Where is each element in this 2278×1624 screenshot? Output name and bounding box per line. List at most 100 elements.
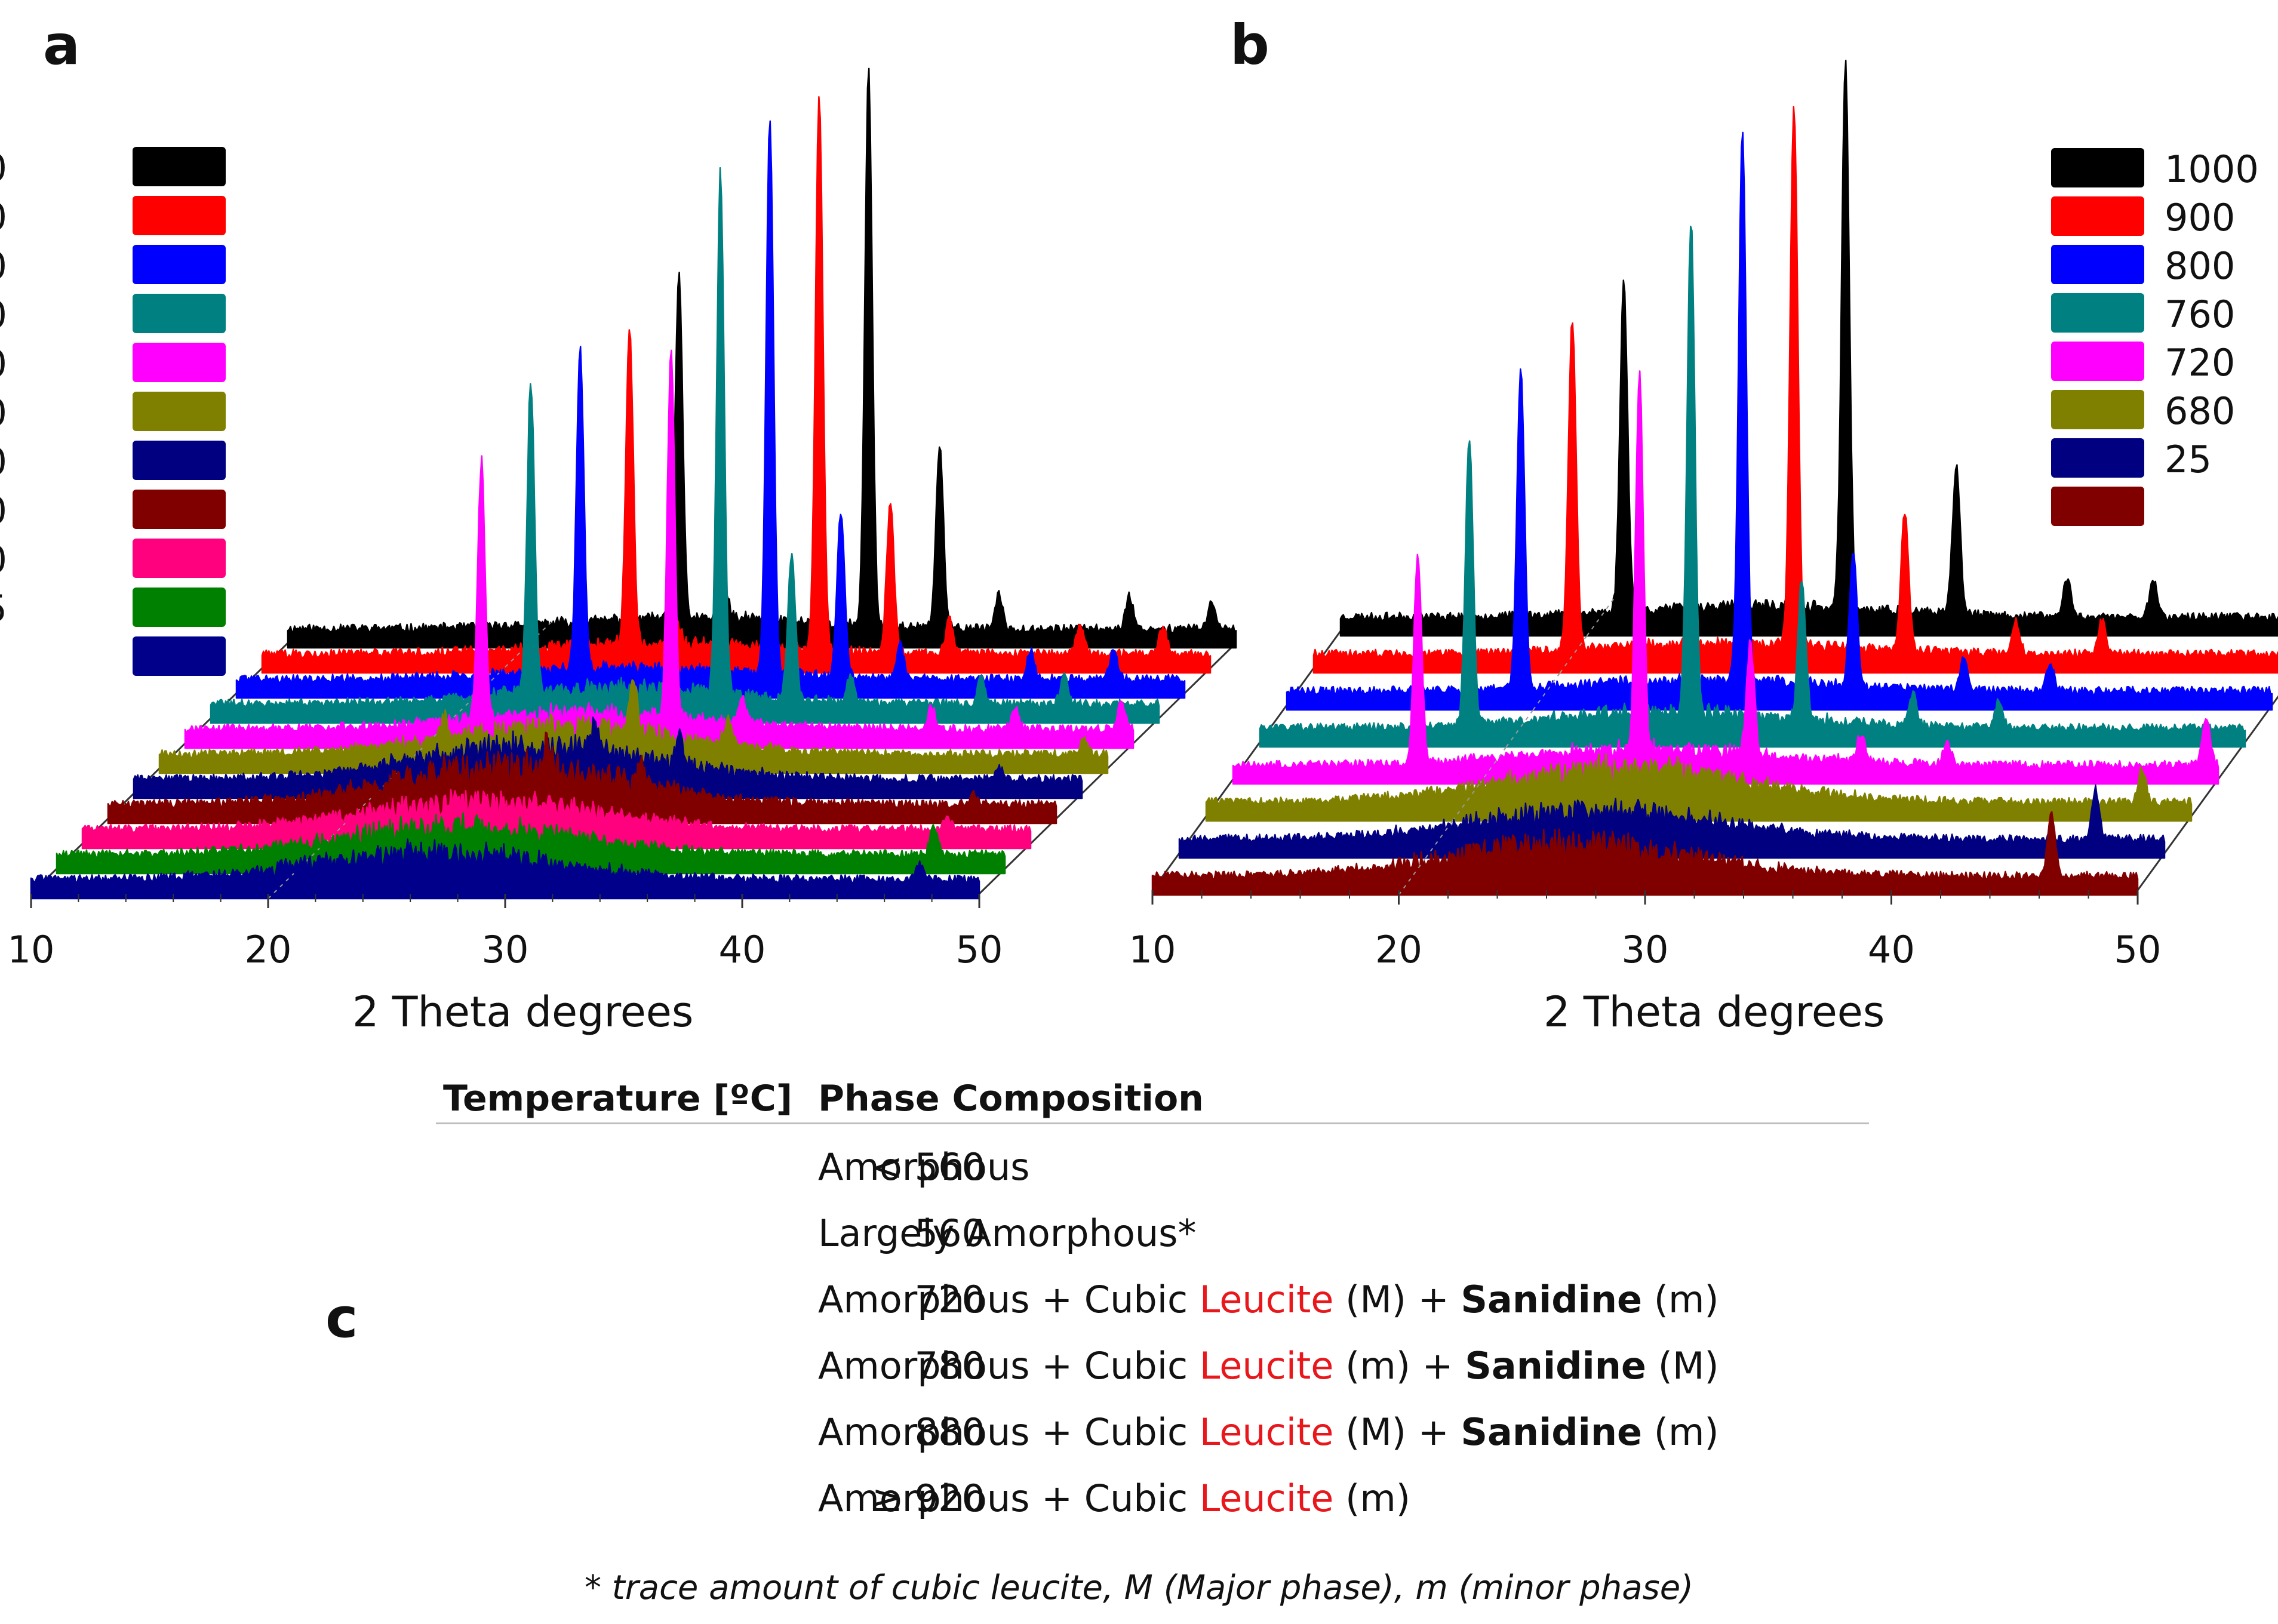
phase-segment: (M) +	[1333, 1278, 1461, 1321]
column-header-temperature: Temperature [ºC]	[443, 1078, 793, 1119]
legend-swatch	[2051, 245, 2144, 284]
legend-label: 1000	[0, 196, 7, 239]
series-trace-front	[1151, 811, 2139, 896]
series-trace-1000	[261, 96, 1212, 674]
series-trace-720	[1232, 370, 2219, 785]
phase-segment: (m)	[1333, 1477, 1410, 1520]
phase-segment: Sanidine	[1465, 1344, 1646, 1388]
x-tick-label: 40	[1868, 928, 1915, 971]
phase-segment: Leucite	[1199, 1344, 1334, 1388]
legend-swatch	[133, 636, 226, 676]
phase-cell: Largely Amorphous*	[818, 1207, 1196, 1260]
legend-label: 720	[2165, 341, 2236, 385]
panel-label-c: c	[325, 1286, 358, 1350]
x-axis-title-a: 2 Theta degrees	[352, 988, 694, 1036]
series-trace-front	[30, 838, 980, 900]
phase-segment: Sanidine	[1461, 1278, 1643, 1321]
legend-swatch	[2051, 487, 2144, 526]
legend-swatch	[133, 343, 226, 382]
phase-segment: (M)	[1646, 1344, 1719, 1388]
legend-swatch	[133, 392, 226, 431]
legend-label: 25	[2165, 438, 2212, 481]
phase-segment: Amorphous + Cubic	[818, 1278, 1200, 1321]
legend-label: 880	[0, 343, 7, 386]
phase-cell: Amorphous + Cubic Leucite (m) + Sanidine…	[818, 1339, 1719, 1393]
series-trace-25	[56, 812, 1006, 875]
x-tick-label: 30	[1622, 928, 1669, 971]
phase-segment: Amorphous + Cubic	[818, 1410, 1200, 1454]
temperature-cell: 780	[914, 1344, 985, 1388]
legend-swatch	[133, 490, 226, 529]
x-tick-label: 10	[1129, 928, 1176, 971]
column-header-phase: Phase Composition	[818, 1078, 1204, 1119]
temperature-cell: < 560	[872, 1145, 985, 1189]
legend-label: 1000	[2165, 147, 2259, 191]
phase-segment: Leucite	[1199, 1477, 1334, 1520]
legend-swatch	[2051, 342, 2144, 381]
phase-segment: (m) +	[1333, 1344, 1465, 1388]
series-trace-820	[158, 679, 1109, 774]
legend-swatch	[133, 245, 226, 284]
table-row: ≥ 920 Amorphous + Cubic Leucite (m)	[436, 1472, 1869, 1525]
series-trace-680	[1205, 753, 2193, 822]
grid-guide	[293, 848, 320, 874]
x-tick-label: 30	[482, 928, 529, 971]
table-header-rule	[436, 1122, 1869, 1124]
phase-segment: (m)	[1642, 1410, 1719, 1454]
series-trace-800	[1286, 131, 2273, 711]
xrd-waterfall-chart-a: 10 20 30 40 50	[8, 67, 1237, 971]
legend-label: 900	[2165, 196, 2236, 239]
temperature-cell: 720	[914, 1278, 985, 1321]
phase-segment: Amorphous + Cubic	[818, 1477, 1200, 1520]
table-row: 560 Largely Amorphous*	[436, 1207, 1869, 1260]
series-trace-780	[133, 716, 1083, 799]
legend-swatch	[2051, 196, 2144, 236]
panel-label-b: b	[1230, 13, 1269, 77]
legend-label: 780	[0, 441, 7, 484]
table-row: 880 Amorphous + Cubic Leucite (M) + Sanid…	[436, 1405, 1869, 1459]
legend-label: 760	[2165, 293, 2236, 336]
phase-cell: Amorphous + Cubic Leucite (M) + Sanidine…	[818, 1273, 1719, 1327]
phase-segment: (M) +	[1333, 1410, 1461, 1454]
legend-swatch	[133, 294, 226, 333]
legend-swatch	[133, 147, 226, 186]
legend-swatch	[133, 196, 226, 235]
phase-segment: Leucite	[1199, 1278, 1334, 1321]
temperature-cell: ≥ 920	[872, 1477, 985, 1520]
table-row: 780 Amorphous + Cubic Leucite (m) + Sanid…	[436, 1339, 1869, 1393]
phase-cell: Amorphous	[818, 1140, 1029, 1194]
legend-label: 960	[0, 245, 7, 288]
phase-cell: Amorphous + Cubic Leucite (M) + Sanidine…	[818, 1405, 1719, 1459]
legend-label: 820	[0, 392, 7, 435]
phase-segment: Sanidine	[1461, 1410, 1643, 1454]
grid-guide	[499, 647, 525, 673]
grid-guide	[422, 722, 448, 749]
legend-swatch	[2051, 438, 2144, 478]
legend-label: 560	[0, 490, 7, 533]
series-trace-25	[1178, 784, 2166, 859]
legend-swatch	[133, 441, 226, 480]
phase-segment: Largely Amorphous*	[818, 1211, 1197, 1255]
x-tick-label: 20	[1375, 928, 1422, 971]
x-tick-label: 40	[719, 928, 766, 971]
legend-swatch	[2051, 390, 2144, 429]
x-tick-label: 20	[245, 928, 292, 971]
x-tick-label: 50	[2114, 928, 2162, 971]
legend-label: 500	[0, 539, 7, 582]
panel-label-a: a	[43, 13, 81, 77]
series-trace-920	[210, 167, 1160, 724]
legend-swatch	[2051, 148, 2144, 187]
legend-swatch	[133, 539, 226, 578]
series-trace-500	[81, 789, 1032, 850]
x-tick-label: 50	[956, 928, 1003, 971]
table-row: < 560 Amorphous	[436, 1140, 1869, 1194]
legend-swatch	[2051, 293, 2144, 333]
temperature-cell: 880	[914, 1410, 985, 1454]
phase-segment: Amorphous	[818, 1145, 1030, 1189]
series-trace-880	[184, 349, 1135, 749]
series-trace-560	[107, 731, 1057, 825]
temperature-cell: 560	[914, 1211, 985, 1255]
table-footnote: * trace amount of cubic leucite, M (Majo…	[584, 1568, 1694, 1607]
legend-label: 25	[0, 588, 7, 630]
legend-label: 680	[2165, 389, 2236, 433]
